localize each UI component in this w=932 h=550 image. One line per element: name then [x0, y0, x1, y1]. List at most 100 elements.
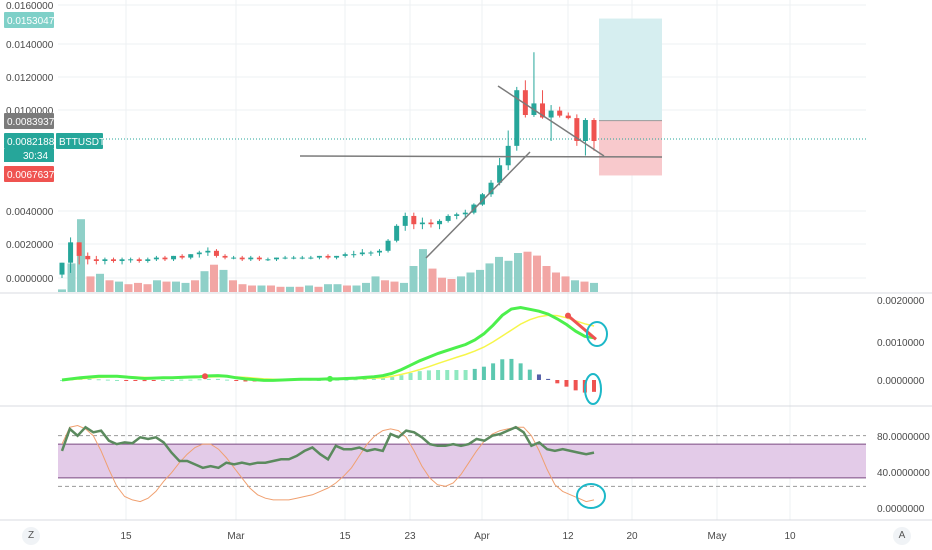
macd-histogram-bar [206, 378, 211, 380]
macd-histogram-bar [215, 378, 220, 380]
price-tag-label: 0.0083937 [7, 117, 55, 128]
drawings[interactable] [299, 85, 663, 259]
volume-bar [229, 280, 237, 292]
timezone-button[interactable]: Z [22, 527, 40, 545]
macd-histogram-bar [133, 380, 138, 381]
time-tick-label: 23 [404, 531, 416, 542]
candle-body [93, 259, 99, 261]
volume-bar [162, 281, 171, 292]
macd-histogram-bar [179, 379, 184, 381]
price-tag-bg [4, 113, 54, 129]
macd-histogram-bar [509, 358, 514, 380]
macd-histogram-bar [445, 370, 450, 380]
candle-body [394, 225, 400, 241]
macd-tick-label: 0.0000000 [877, 376, 925, 387]
volume-bar [267, 285, 275, 292]
volume-bar [200, 271, 209, 292]
macd-histogram-bar [142, 380, 147, 382]
candle-body [522, 90, 528, 115]
auto-scale-button[interactable]: A [893, 527, 911, 545]
candle-body [368, 252, 374, 254]
volume-bar [409, 266, 418, 292]
volume-bar [181, 282, 190, 292]
candle-body [239, 257, 245, 260]
candle-body [325, 255, 331, 258]
volume-bar [495, 256, 503, 292]
volume-bar [561, 276, 570, 292]
volume-bar [124, 284, 133, 292]
macd-histogram-bar [564, 380, 569, 387]
macd-histogram-bar [408, 372, 413, 380]
volume-bar [143, 284, 152, 292]
stop-zone [599, 120, 662, 176]
macd-histogram-bar [417, 371, 422, 380]
candle-body [574, 118, 580, 141]
time-tick-label: Mar [227, 531, 245, 542]
candle-body [222, 255, 228, 258]
macd-histogram-bar [115, 380, 120, 381]
candle-body [316, 255, 322, 258]
volume-bar [428, 268, 437, 292]
candle-body [68, 242, 74, 263]
candle-body [188, 254, 194, 258]
candle-body [76, 242, 82, 256]
trendline-lower [425, 151, 531, 259]
macd-histogram-bar [87, 378, 92, 380]
volume-bar [571, 280, 579, 292]
volume-bars [58, 219, 598, 292]
macd-histogram-bar [188, 379, 193, 381]
macd-histogram-bar [96, 379, 101, 381]
candle-body [59, 262, 65, 275]
volume-bar [305, 285, 313, 292]
target-zone [599, 18, 662, 121]
candle-body [548, 110, 554, 118]
candle-body [582, 120, 588, 141]
rsi-tick-label: 40.0000000 [877, 468, 930, 479]
candle-body [110, 259, 116, 261]
macd-histogram-bar [592, 380, 596, 392]
macd-cross-marker [327, 375, 333, 382]
time-tick-label: 12 [562, 531, 574, 542]
macd-histogram-bar [124, 380, 129, 381]
volume-bar [457, 276, 465, 292]
volume-bar [447, 279, 456, 292]
candle-body [385, 240, 391, 251]
candle-body [565, 115, 571, 119]
macd-histogram-bar [491, 363, 496, 380]
candle-body [462, 212, 468, 215]
price-axis: 0.01600000.01400000.01200000.01000000.00… [4, 1, 930, 515]
volume-bar [381, 280, 389, 292]
candle-body [376, 250, 382, 253]
macd-tick-label: 0.0010000 [877, 338, 925, 349]
candle-body [428, 222, 434, 225]
candle-body [454, 214, 460, 216]
macd-histogram-bar [463, 370, 468, 380]
volume-bar [362, 282, 370, 292]
volume-bar [343, 285, 351, 292]
symbol-tag-label: BTTUSDT [59, 137, 105, 148]
volume-bar [419, 249, 427, 292]
candle-body [299, 257, 305, 259]
candle-body [488, 182, 494, 195]
price-tick-label: 0.0100000 [6, 106, 54, 117]
price-tag-label: 0.0067637 [7, 170, 55, 181]
macd-histogram-bar [160, 380, 165, 381]
macd-histogram-bar [454, 370, 459, 380]
volume-bar [390, 281, 399, 292]
macd-histogram-bar [500, 359, 505, 380]
macd-histogram-bar [536, 374, 541, 380]
macd-histogram-bar [243, 380, 248, 382]
candle-body [265, 259, 271, 261]
volume-bar [257, 285, 266, 292]
candle-body [119, 259, 125, 261]
candle-body [291, 257, 297, 259]
volume-bar [86, 276, 95, 292]
candle-body [342, 254, 348, 256]
volume-bar [105, 280, 114, 292]
time-tick-label: May [708, 531, 727, 542]
candle-body [231, 257, 237, 259]
macd-histogram-bar [472, 368, 477, 380]
grid [0, 0, 932, 521]
volume-bar [134, 282, 142, 292]
